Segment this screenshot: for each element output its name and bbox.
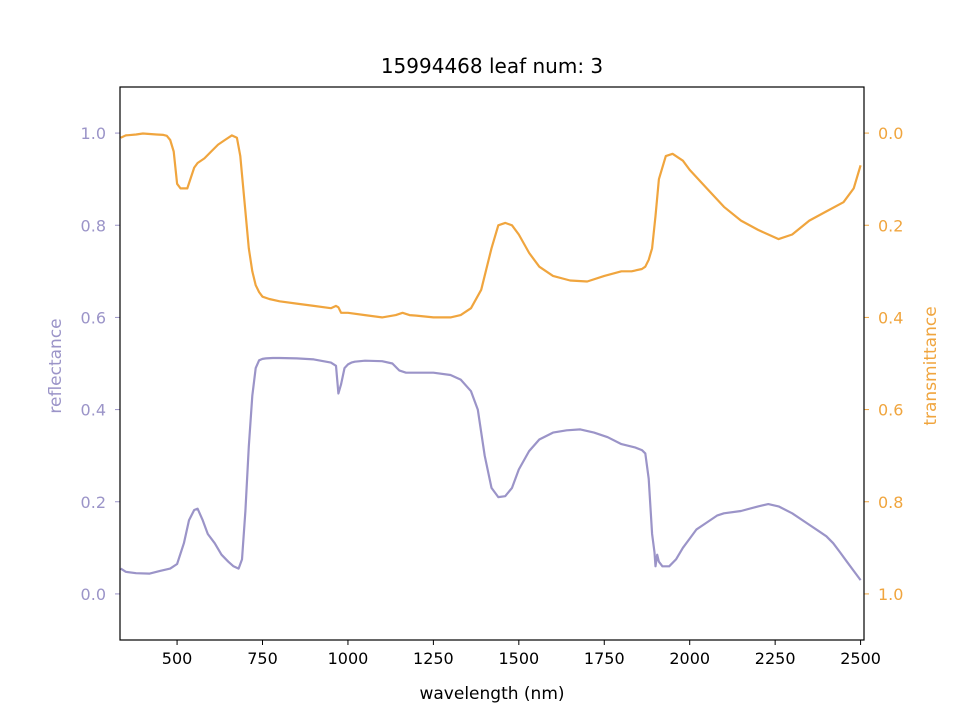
transmittance-series-line <box>120 132 862 319</box>
y-left-tick-label: 0.8 <box>81 216 106 235</box>
y-right-tick-label: 0.6 <box>878 401 903 420</box>
series-layer <box>120 132 862 581</box>
y-left-axis-label: reflectance <box>46 318 66 413</box>
y-right-tick-label: 0.2 <box>878 216 903 235</box>
x-tick-label: 2000 <box>669 649 710 668</box>
chart-title: 15994468 leaf num: 3 <box>381 54 603 78</box>
reflectance-series-line <box>120 356 862 581</box>
y-left-tick-label: 0.6 <box>81 308 106 327</box>
x-tick-label: 2250 <box>755 649 796 668</box>
y-right-tick-label: 1.0 <box>878 585 903 604</box>
plot-area-frame <box>119 86 865 641</box>
x-tick-label: 1750 <box>584 649 625 668</box>
y-left-tick-label: 0.0 <box>81 585 106 604</box>
x-tick-label: 1000 <box>328 649 369 668</box>
y-right-tick-label: 0.8 <box>878 493 903 512</box>
y-left-tick-label: 0.2 <box>81 493 106 512</box>
x-tick-label: 2500 <box>840 649 881 668</box>
y-left-tick-label: 1.0 <box>81 124 106 143</box>
y-right-axis-label: transmittance <box>921 306 941 425</box>
x-tick-label: 1250 <box>413 649 454 668</box>
x-tick-label: 750 <box>247 649 278 668</box>
x-axis-label: wavelength (nm) <box>419 684 564 704</box>
y-right-tick-label: 0.0 <box>878 124 903 143</box>
y-left-tick-label: 0.4 <box>81 401 106 420</box>
ticks-layer: 500 750 1000 1250 1500 1750 2000 2250 2500 0.0 0.2… <box>81 124 904 668</box>
x-tick-label: 1500 <box>498 649 539 668</box>
x-tick-label: 500 <box>162 649 193 668</box>
y-right-tick-label: 0.4 <box>878 308 903 327</box>
